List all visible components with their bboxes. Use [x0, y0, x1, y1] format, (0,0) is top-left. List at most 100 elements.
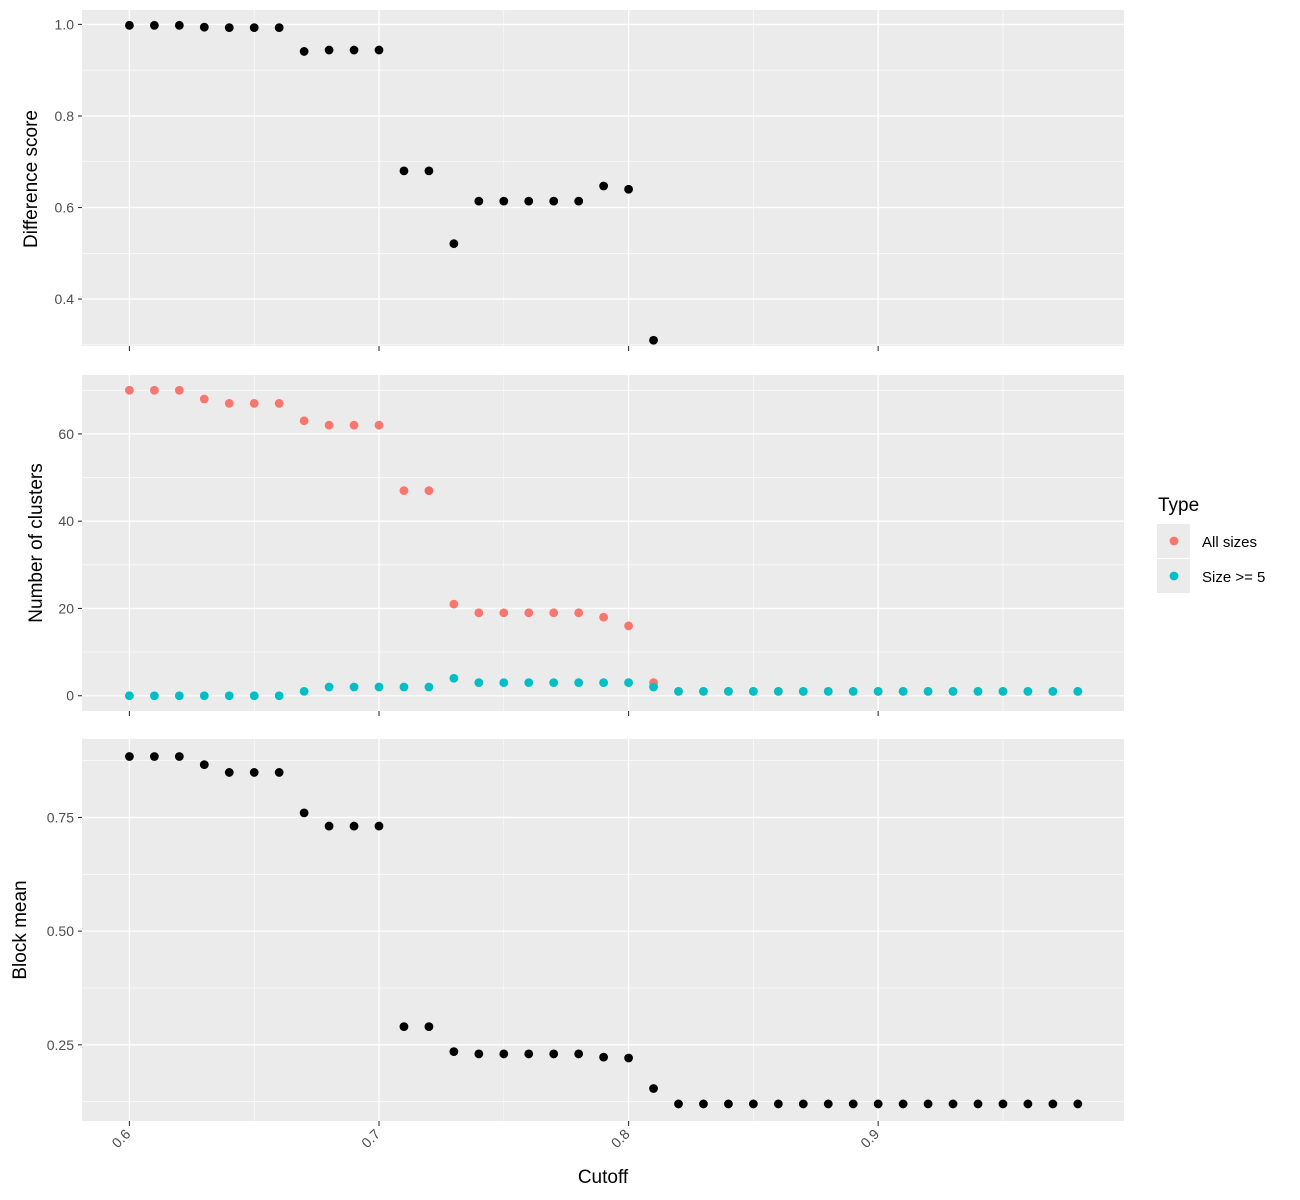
data-point	[474, 1049, 484, 1059]
data-point	[224, 768, 234, 777]
data-point	[798, 1099, 808, 1109]
data-point	[724, 1099, 733, 1109]
y-tick-label: 0.25	[47, 1037, 74, 1053]
panel-background	[82, 10, 1124, 346]
y-tick-label: 60	[58, 426, 74, 442]
data-point-series-1	[199, 691, 209, 701]
data-point	[399, 1022, 409, 1032]
data-point-series-0	[349, 420, 359, 430]
data-point	[1048, 1099, 1058, 1109]
data-point	[349, 45, 359, 55]
data-point-series-1	[724, 686, 733, 696]
data-point	[499, 1049, 509, 1059]
data-point	[199, 22, 209, 32]
data-point	[549, 1049, 559, 1059]
y-tick-label: 0.50	[47, 923, 74, 939]
data-point	[649, 335, 658, 345]
data-point-series-1	[973, 686, 983, 696]
data-point	[898, 1099, 908, 1109]
data-point	[399, 166, 409, 176]
data-point	[349, 821, 359, 831]
data-point-series-0	[174, 385, 184, 395]
data-point-series-0	[424, 486, 434, 496]
data-point-series-0	[624, 621, 633, 631]
type-legend: Type All sizes Size >= 5	[1157, 495, 1265, 593]
data-point	[748, 1099, 758, 1109]
y-tick-label: 0.4	[55, 291, 75, 307]
data-point-series-1	[948, 686, 958, 696]
data-point-series-0	[374, 420, 384, 430]
y-tick-label: 40	[58, 513, 74, 529]
data-point-series-0	[199, 394, 209, 404]
data-point	[923, 1099, 933, 1109]
data-point-series-1	[624, 678, 633, 688]
data-point-series-0	[474, 608, 484, 618]
block-mean-axis-title: Block mean	[10, 880, 31, 979]
y-tick-label: 20	[58, 600, 74, 616]
data-point	[1023, 1099, 1033, 1109]
data-point	[299, 808, 309, 818]
data-point	[524, 1049, 534, 1059]
data-point-series-1	[574, 678, 584, 688]
data-point	[249, 23, 259, 33]
data-point	[649, 1084, 658, 1093]
data-point	[424, 166, 434, 176]
y-tick-label: 1.0	[55, 16, 75, 32]
data-point-series-0	[224, 398, 234, 408]
legend-label-size-5: Size >= 5	[1202, 569, 1265, 586]
data-point-series-1	[798, 686, 808, 696]
data-point-series-1	[823, 686, 833, 696]
data-point	[524, 196, 534, 206]
data-point	[599, 181, 609, 191]
data-point	[249, 768, 259, 777]
data-point	[324, 821, 334, 831]
data-point	[574, 196, 584, 206]
data-point	[174, 20, 184, 30]
data-point-series-0	[149, 385, 159, 395]
data-point	[624, 184, 633, 194]
legend-key-all-sizes	[1169, 536, 1179, 546]
data-point	[324, 45, 334, 55]
data-point-series-0	[449, 599, 459, 609]
data-point	[125, 20, 134, 30]
y-tick-label: 0	[66, 688, 74, 704]
y-tick-label: 0.6	[55, 200, 75, 216]
data-point	[474, 196, 484, 206]
data-point-series-1	[449, 673, 459, 683]
data-point-series-0	[524, 608, 534, 618]
data-point	[449, 1047, 459, 1057]
number-of-clusters-panel: 0 20 40 60	[58, 375, 1124, 716]
data-point-series-1	[249, 691, 259, 701]
data-point-series-1	[524, 678, 534, 688]
data-point	[773, 1099, 783, 1109]
block-mean-panel: 0.250.500.750.6 0.7 0.8 0.9	[47, 739, 1124, 1151]
data-point-series-1	[349, 682, 359, 692]
data-point	[1073, 1099, 1083, 1109]
data-point-series-1	[1023, 686, 1033, 696]
data-point-series-1	[848, 686, 858, 696]
data-point-series-1	[923, 686, 933, 696]
data-point-series-1	[873, 686, 883, 696]
data-point-series-0	[599, 612, 609, 622]
data-point	[274, 23, 284, 33]
data-point-series-1	[898, 686, 908, 696]
data-point	[374, 821, 384, 831]
data-point-series-1	[125, 691, 134, 701]
data-point-series-0	[125, 385, 134, 395]
data-point	[948, 1099, 958, 1109]
data-point-series-1	[699, 686, 708, 696]
difference-score-axis-title: Difference score	[21, 110, 42, 248]
legend-label-all-sizes: All sizes	[1202, 534, 1257, 551]
data-point	[873, 1099, 883, 1109]
data-point-series-1	[299, 686, 309, 696]
data-point-series-1	[174, 691, 184, 701]
y-tick-label: 0.8	[55, 108, 75, 124]
data-point-series-1	[474, 678, 484, 688]
data-point	[199, 760, 209, 770]
data-point	[224, 23, 234, 33]
data-point-series-1	[1048, 686, 1058, 696]
data-point-series-1	[274, 691, 284, 701]
data-point	[973, 1099, 983, 1109]
panel-background	[82, 739, 1124, 1121]
